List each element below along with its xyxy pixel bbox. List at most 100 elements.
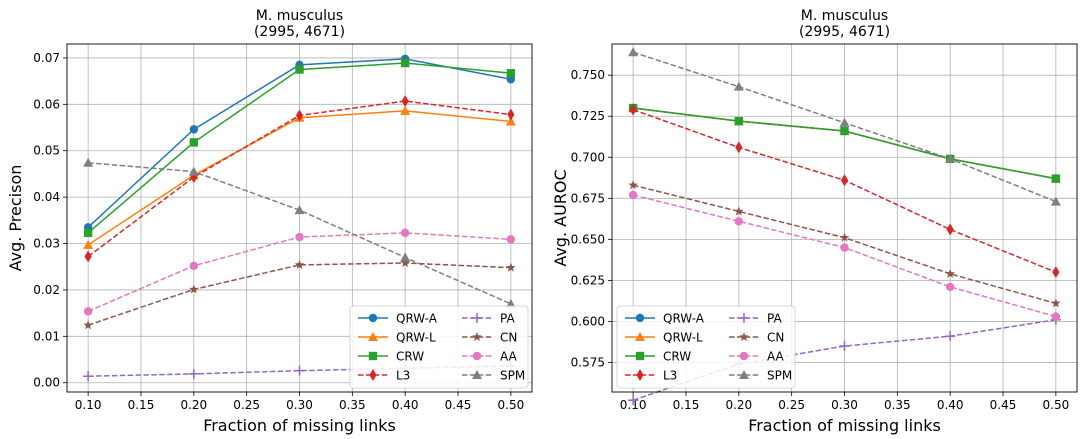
- data-point-qrw-l: [505, 116, 516, 126]
- y-tick-label: 0.02: [33, 283, 60, 297]
- series-cn: [628, 180, 1061, 308]
- legend-label-crw: CRW: [396, 350, 424, 364]
- legend-marker-spm: [739, 370, 749, 379]
- data-point-aa: [83, 307, 93, 316]
- data-point-l3: [735, 141, 743, 154]
- series-cn: [83, 258, 516, 330]
- data-point-spm: [1050, 196, 1061, 206]
- data-point-l3: [295, 109, 304, 122]
- legend-marker-qrw-a: [368, 313, 378, 323]
- legend-marker-qrw-l: [635, 332, 645, 341]
- series-spm: [628, 47, 1061, 206]
- data-point-crw: [400, 58, 410, 68]
- data-point-cn: [734, 206, 744, 216]
- data-point-cn: [945, 268, 955, 278]
- data-point-aa: [189, 261, 199, 270]
- legend-marker-pa: [472, 313, 482, 323]
- legend-marker-crw: [635, 351, 645, 361]
- chart-panel-1: 0.10 0.15 0.20 0.25 0.30 0.35 0.40 0.45 0.50 0.00…: [6, 8, 533, 435]
- legend-label-aa: AA: [767, 350, 785, 364]
- legend-marker-l3: [636, 369, 644, 381]
- data-point-cn: [506, 262, 516, 272]
- data-point-l3: [840, 174, 849, 187]
- data-point-spm: [400, 252, 411, 262]
- data-point-crw: [840, 126, 849, 136]
- x-tick-label: 0.20: [180, 398, 207, 412]
- y-tick-label: 0.650: [571, 232, 605, 246]
- data-point-pa: [188, 368, 199, 379]
- data-point-spm: [294, 205, 305, 215]
- legend: QRW-A QRW-L CRW L3 PA CN AA SPM: [616, 305, 796, 389]
- data-point-aa: [295, 232, 304, 242]
- chart-title-line: M. musculus: [801, 8, 888, 24]
- legend-label-aa: AA: [500, 350, 518, 364]
- legend-label-qrw-l: QRW-L: [663, 331, 703, 345]
- x-tick-label: 0.35: [339, 398, 366, 412]
- data-point-aa: [734, 217, 744, 226]
- y-tick-label: 0.625: [571, 273, 605, 287]
- y-tick-label: 0.05: [33, 144, 60, 158]
- legend-label-qrw-a: QRW-A: [396, 312, 438, 326]
- x-tick-label: 0.40: [392, 398, 419, 412]
- data-point-crw: [506, 69, 516, 78]
- legend-label-qrw-l: QRW-L: [396, 331, 436, 345]
- data-point-cn: [83, 320, 93, 330]
- data-point-crw: [295, 65, 304, 74]
- legend-label-qrw-a: QRW-A: [663, 312, 705, 326]
- data-point-cn: [1051, 298, 1061, 308]
- data-point-aa: [945, 282, 955, 292]
- data-point-cn: [189, 284, 199, 294]
- data-point-l3: [507, 108, 515, 121]
- x-tick-label: 0.45: [445, 398, 472, 412]
- data-point-aa: [400, 228, 410, 238]
- x-tick-label: 0.35: [884, 398, 911, 412]
- data-point-crw: [1051, 174, 1061, 183]
- data-point-crw: [83, 228, 93, 238]
- legend-marker-qrw-l: [368, 332, 378, 341]
- legend-box: [349, 305, 529, 389]
- x-tick-label: 0.20: [725, 398, 752, 412]
- data-point-cn: [839, 232, 850, 242]
- data-point-spm: [188, 166, 199, 176]
- x-tick-label: 0.25: [778, 398, 805, 412]
- x-tick-label: 0.30: [831, 398, 858, 412]
- data-point-pa: [839, 341, 850, 352]
- plot-frame: [611, 43, 1078, 393]
- legend-marker-aa: [739, 351, 749, 361]
- x-tick-label: 0.30: [286, 398, 313, 412]
- x-axis-label: Fraction of missing links: [748, 416, 941, 435]
- data-point-l3: [1052, 266, 1060, 279]
- data-point-pa: [83, 371, 94, 382]
- chart-title-line: M. musculus: [256, 8, 343, 24]
- data-point-pa: [628, 395, 639, 406]
- x-axis-label: Fraction of missing links: [203, 416, 396, 435]
- grid-lines: [67, 44, 532, 392]
- data-point-spm: [733, 81, 744, 91]
- legend-marker-aa: [472, 351, 482, 361]
- legend-label-spm: SPM: [767, 369, 792, 383]
- y-tick-label: 0.675: [571, 191, 605, 205]
- data-point-l3: [84, 250, 92, 263]
- data-point-l3: [629, 103, 637, 116]
- data-point-aa: [628, 190, 638, 200]
- data-point-spm: [505, 298, 516, 308]
- data-point-spm: [839, 117, 850, 127]
- data-point-aa: [1051, 312, 1061, 321]
- y-tick-label: 0.725: [571, 109, 605, 123]
- legend-marker-l3: [369, 369, 377, 381]
- data-point-spm: [628, 47, 639, 57]
- legend-label-spm: SPM: [500, 369, 525, 383]
- series-line-cn: [87, 262, 511, 326]
- series-aa: [83, 228, 516, 316]
- x-tick-label: 0.25: [233, 398, 260, 412]
- y-tick-label: 0.600: [571, 314, 605, 328]
- legend-marker-crw: [368, 351, 378, 361]
- chart-panel-2: 0.10 0.15 0.20 0.25 0.30 0.35 0.40 0.45 0.500.57…: [551, 8, 1078, 435]
- data-point-pa: [294, 365, 305, 376]
- y-tick-label: 0.06: [33, 97, 60, 111]
- y-tick-label: 0.700: [571, 150, 605, 164]
- data-point-pa: [945, 331, 956, 342]
- chart-title-line: (2995, 4671): [254, 24, 345, 40]
- legend-label-crw: CRW: [663, 350, 691, 364]
